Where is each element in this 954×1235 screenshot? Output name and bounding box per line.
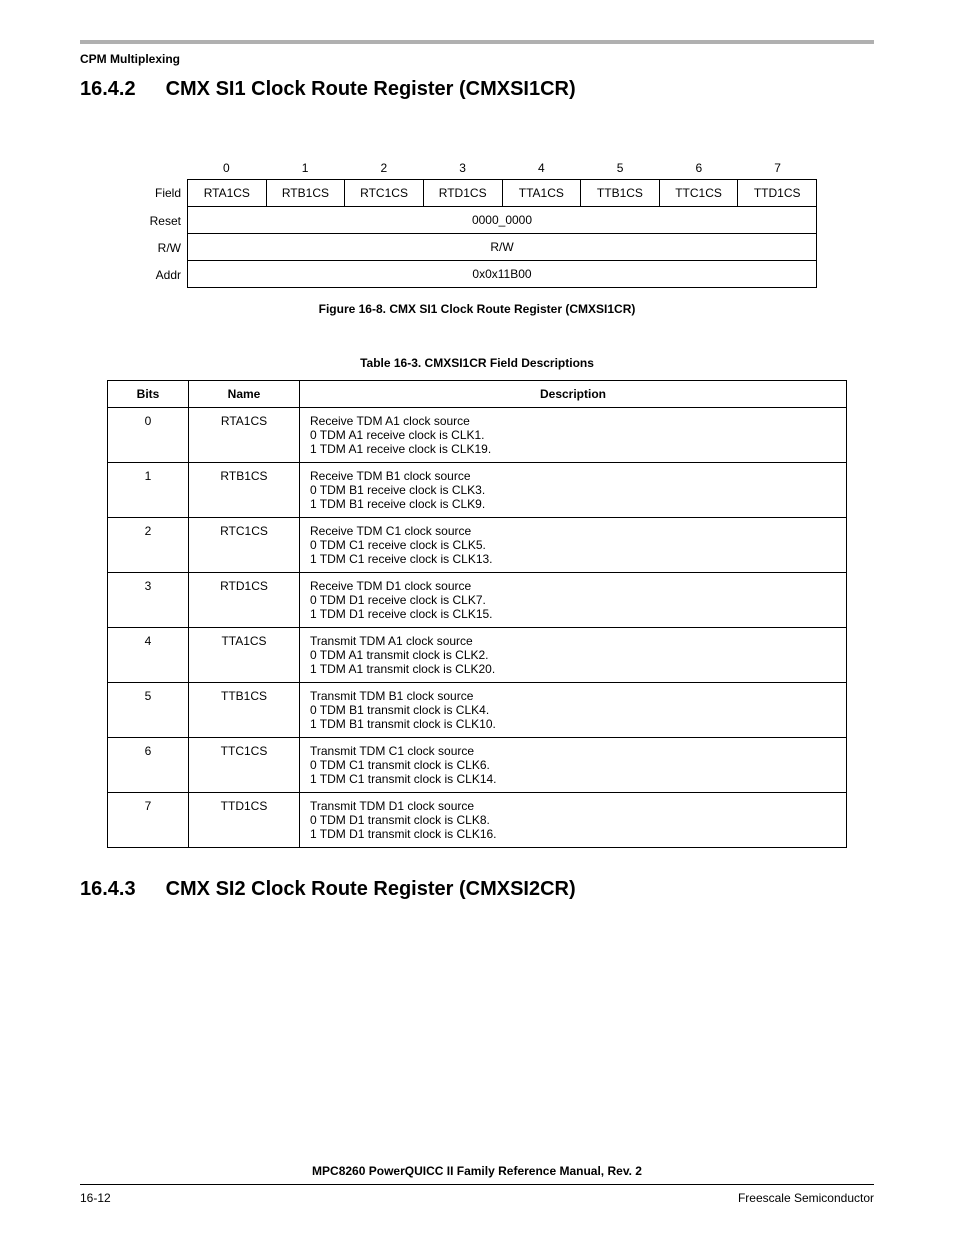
bit-number: 5 [581,161,660,179]
footer-page-number: 16-12 [80,1191,111,1205]
register-rw: R/W [187,234,817,261]
table-header-name: Name [189,381,300,408]
cell-description: Transmit TDM B1 clock source0 TDM B1 tra… [300,683,847,738]
section-heading-1: 16.4.2 CMX SI1 Clock Route Register (CMX… [80,78,874,101]
section-number: 16.4.3 [80,878,160,901]
cell-bits: 6 [108,738,189,793]
register-diagram: 0 1 2 3 4 5 6 7 Field RTA1CS RTB1CS RTC1… [137,161,817,288]
cell-name: RTA1CS [189,408,300,463]
cell-bits: 1 [108,463,189,518]
section-title: CMX SI1 Clock Route Register (CMXSI1CR) [166,78,576,100]
cell-description: Transmit TDM D1 clock source0 TDM D1 tra… [300,793,847,848]
bit-number: 2 [345,161,424,179]
cell-description: Transmit TDM C1 clock source0 TDM C1 tra… [300,738,847,793]
cell-bits: 4 [108,628,189,683]
table-header-desc: Description [300,381,847,408]
footer-company: Freescale Semiconductor [738,1191,874,1205]
cell-name: TTB1CS [189,683,300,738]
table-row: 7TTD1CSTransmit TDM D1 clock source0 TDM… [108,793,847,848]
cell-description: Receive TDM B1 clock source0 TDM B1 rece… [300,463,847,518]
top-rule [80,40,874,44]
cell-bits: 7 [108,793,189,848]
cell-description: Receive TDM A1 clock source0 TDM A1 rece… [300,408,847,463]
section-heading-2: 16.4.3 CMX SI2 Clock Route Register (CMX… [80,878,874,901]
table-row: 5TTB1CSTransmit TDM B1 clock source0 TDM… [108,683,847,738]
cell-bits: 2 [108,518,189,573]
cell-name: TTD1CS [189,793,300,848]
row-label-rw: R/W [137,234,187,261]
cell-name: TTC1CS [189,738,300,793]
bit-number: 0 [187,161,266,179]
breadcrumb: CPM Multiplexing [80,52,874,66]
cell-description: Transmit TDM A1 clock source0 TDM A1 tra… [300,628,847,683]
bit-number: 4 [502,161,581,179]
register-field: TTD1CS [737,179,817,207]
register-addr: 0x0x11B00 [187,261,817,288]
cell-bits: 5 [108,683,189,738]
cell-name: RTD1CS [189,573,300,628]
register-field: RTD1CS [423,179,503,207]
bit-number: 6 [660,161,739,179]
row-label-reset: Reset [137,207,187,234]
table-row: 2RTC1CSReceive TDM C1 clock source0 TDM … [108,518,847,573]
page-footer: MPC8260 PowerQUICC II Family Reference M… [80,1164,874,1205]
cell-bits: 3 [108,573,189,628]
footer-title: MPC8260 PowerQUICC II Family Reference M… [80,1164,874,1178]
register-field: TTC1CS [659,179,739,207]
table-row: 1RTB1CSReceive TDM B1 clock source0 TDM … [108,463,847,518]
bit-number: 7 [738,161,817,179]
table-row: 3RTD1CSReceive TDM D1 clock source0 TDM … [108,573,847,628]
cell-bits: 0 [108,408,189,463]
table-caption: Table 16-3. CMXSI1CR Field Descriptions [80,356,874,370]
cell-description: Receive TDM D1 clock source0 TDM D1 rece… [300,573,847,628]
register-reset: 0000_0000 [187,207,817,234]
table-header-bits: Bits [108,381,189,408]
register-field: RTA1CS [187,179,267,207]
table-row: 0RTA1CSReceive TDM A1 clock source0 TDM … [108,408,847,463]
cell-description: Receive TDM C1 clock source0 TDM C1 rece… [300,518,847,573]
figure-caption: Figure 16-8. CMX SI1 Clock Route Registe… [80,302,874,316]
register-field: TTA1CS [502,179,582,207]
register-field: RTB1CS [266,179,346,207]
table-row: 6TTC1CSTransmit TDM C1 clock source0 TDM… [108,738,847,793]
bit-number: 1 [266,161,345,179]
bit-number: 3 [423,161,502,179]
section-title: CMX SI2 Clock Route Register (CMXSI2CR) [166,878,576,900]
table-row: 4TTA1CSTransmit TDM A1 clock source0 TDM… [108,628,847,683]
row-label-addr: Addr [137,261,187,288]
register-field: TTB1CS [580,179,660,207]
row-label-field: Field [137,179,187,207]
cell-name: RTB1CS [189,463,300,518]
field-description-table: Bits Name Description 0RTA1CSReceive TDM… [107,380,847,848]
cell-name: TTA1CS [189,628,300,683]
register-field: RTC1CS [344,179,424,207]
cell-name: RTC1CS [189,518,300,573]
section-number: 16.4.2 [80,78,160,101]
